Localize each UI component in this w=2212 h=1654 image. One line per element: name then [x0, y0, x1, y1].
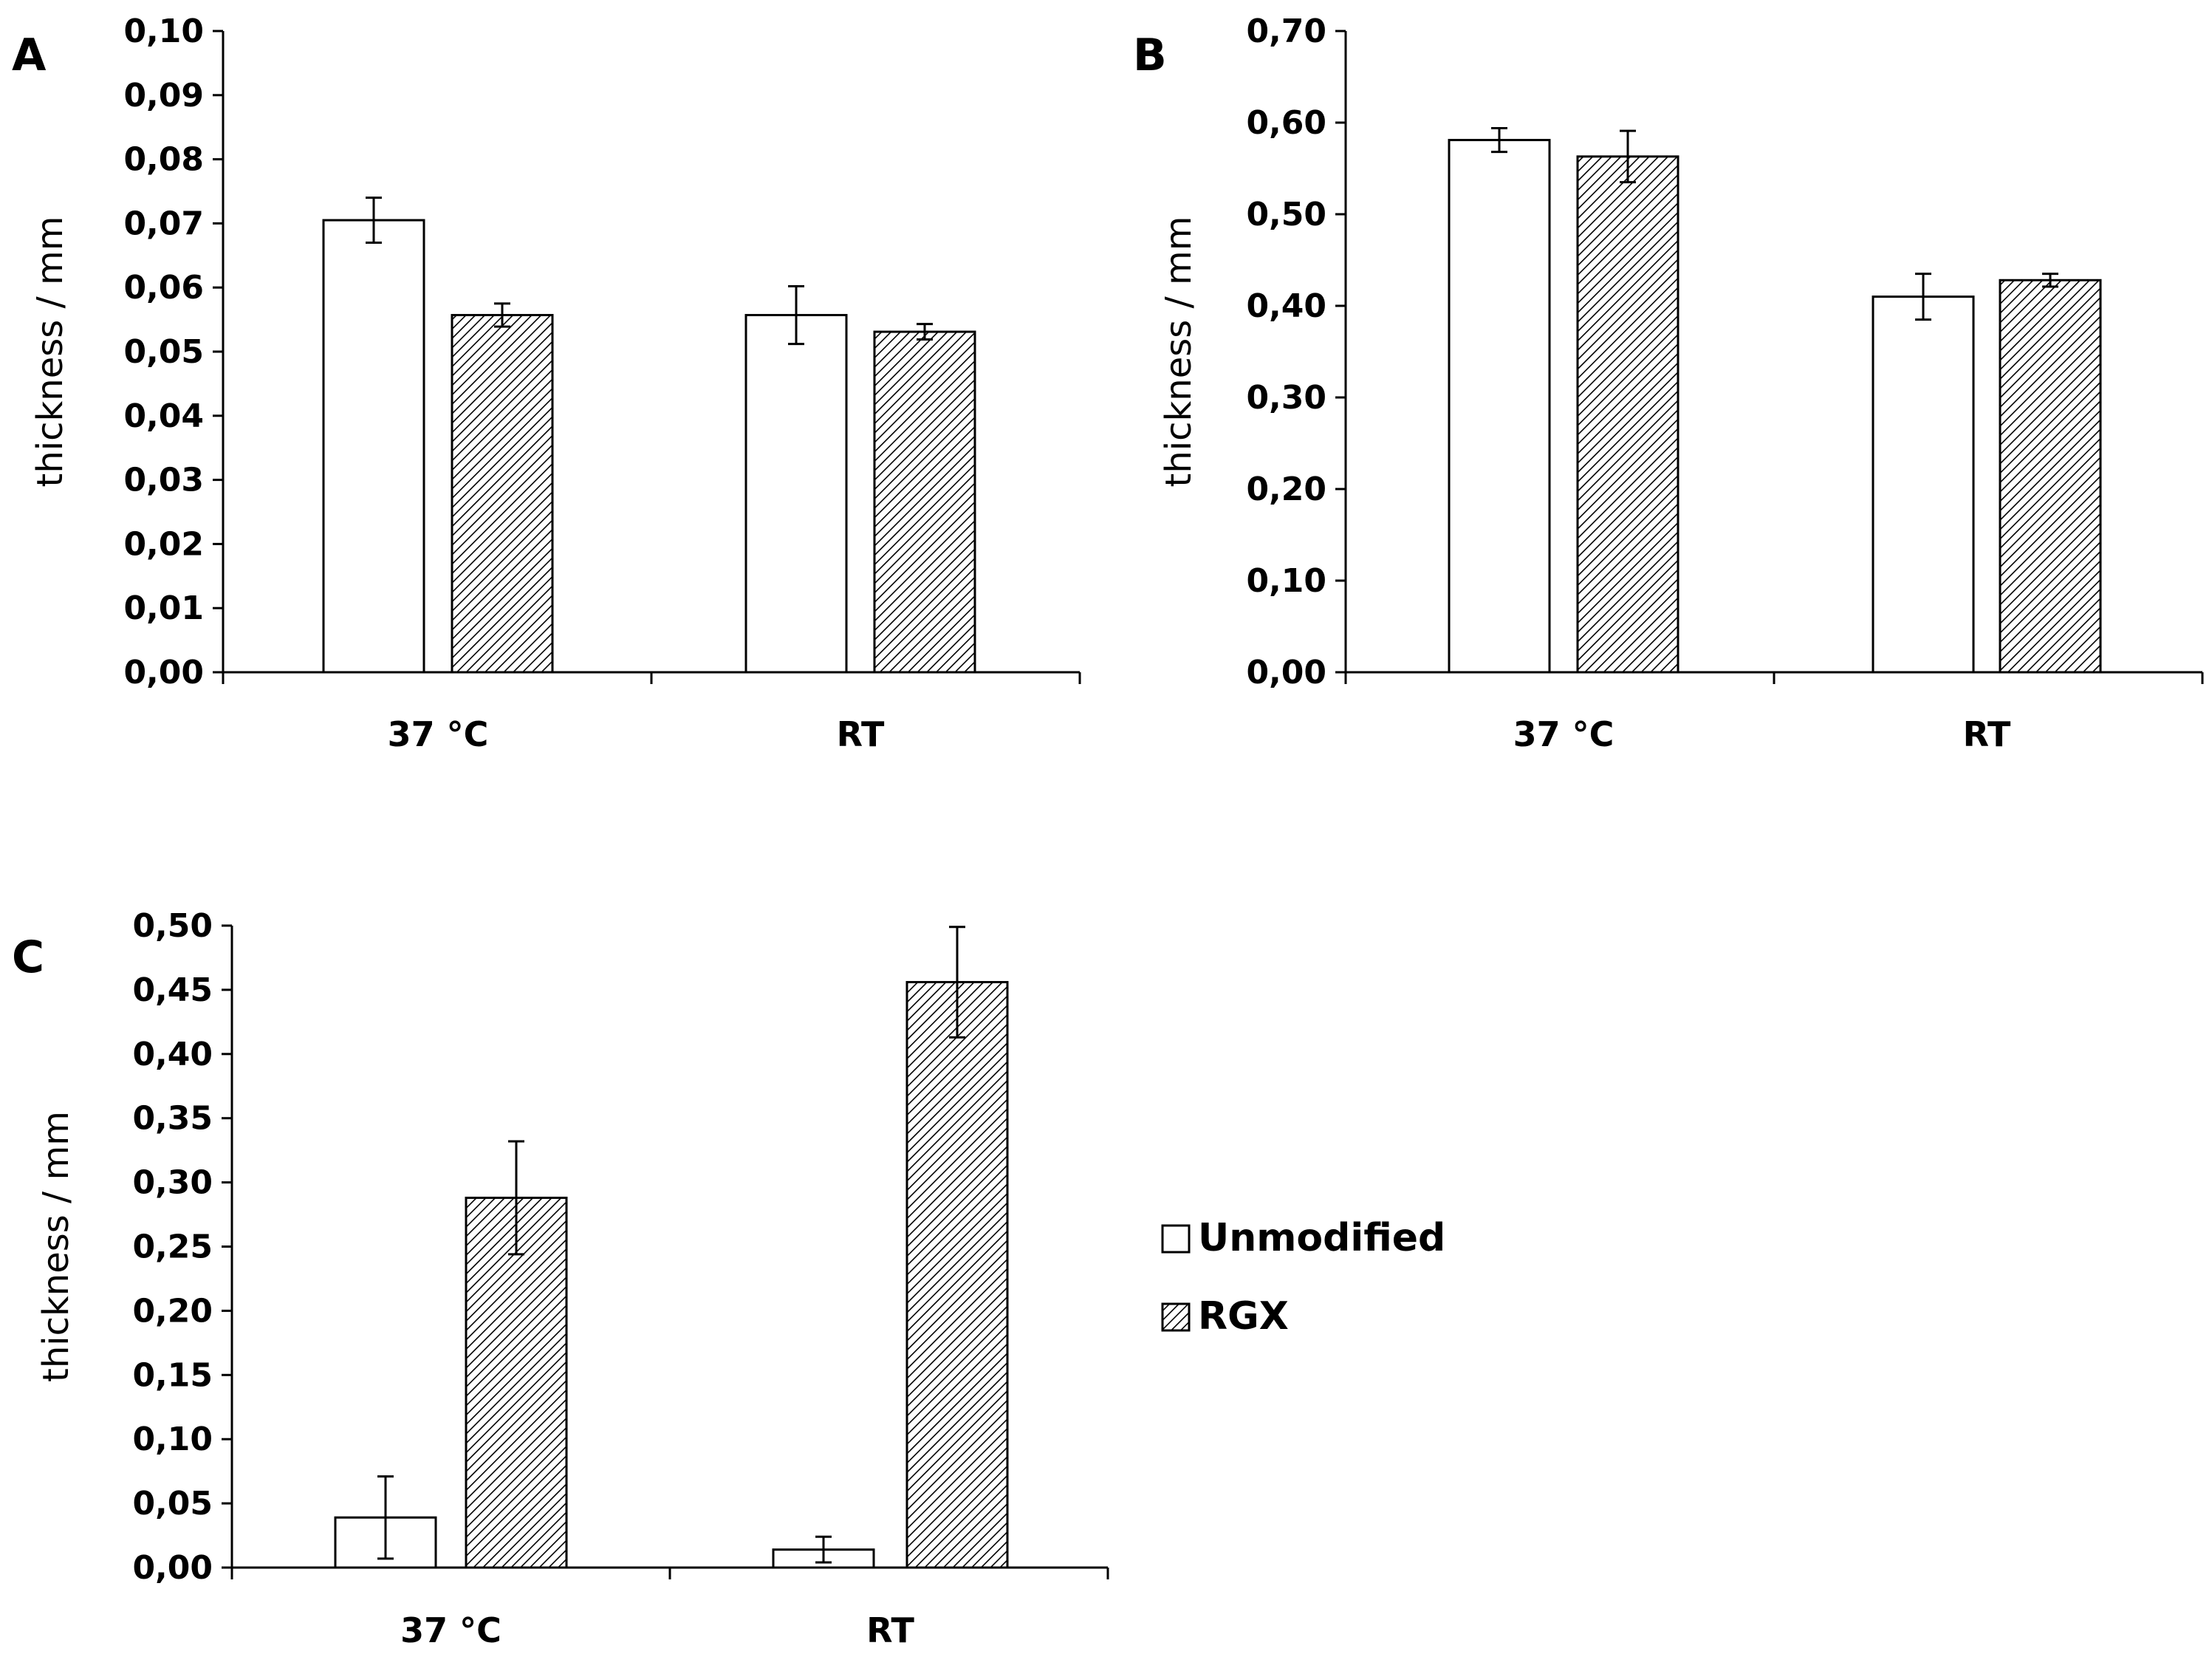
y-tick-label: 0,30 [132, 1164, 213, 1202]
legend: Unmodified RGX [1161, 1216, 1445, 1339]
y-tick-label: 0,09 [123, 77, 204, 115]
x-category-label: 37 °C [1513, 714, 1615, 754]
y-tick-label: 0,08 [123, 141, 204, 179]
y-tick-label: 0,20 [132, 1292, 213, 1330]
panel-letter: C [12, 932, 44, 983]
x-category-label: RT [837, 714, 885, 754]
y-tick-label: 0,15 [132, 1356, 213, 1394]
y-tick-label: 0,05 [132, 1485, 213, 1523]
y-tick-label: 0,00 [123, 654, 204, 691]
bar-unmodified-rt [744, 314, 848, 674]
panel-letter: A [12, 30, 47, 81]
y-axis-title: thickness / mm [30, 216, 71, 488]
y-tick-label: 0,10 [123, 13, 204, 50]
chart-panel-a: A 0,00 0,01 0,02 0,03 0,04 0,05 0,06 0,07 0,08 0,0… [12, 13, 1081, 754]
y-tick-label: 0,50 [1246, 196, 1326, 233]
bar-rgx-rt [905, 980, 1009, 1569]
y-axis-title: thickness / mm [35, 1111, 77, 1382]
chart-panel-c: C 0,00 0,05 0,10 0,15 0,20 0,25 0,30 0,35 0,40 0,4… [12, 907, 1109, 1650]
y-tick-label: 0,40 [132, 1036, 213, 1073]
x-category-label: 37 °C [388, 714, 489, 754]
x-category-label: RT [866, 1610, 914, 1650]
legend-swatch-unmodified [1161, 1224, 1191, 1254]
bar-unmodified-37c [322, 219, 425, 674]
bar-rgx-rt [1999, 278, 2102, 674]
y-tick-label: 0,70 [1246, 13, 1326, 50]
y-tick-label: 0,04 [123, 397, 204, 435]
y-tick-label: 0,10 [132, 1421, 213, 1458]
y-tick-label: 0,35 [132, 1100, 213, 1138]
y-tick-label: 0,05 [123, 333, 204, 371]
legend-swatch-rgx [1161, 1302, 1191, 1332]
bar-rgx-37c [1576, 155, 1679, 674]
panel-letter: B [1133, 30, 1167, 81]
x-category-label: 37 °C [400, 1610, 501, 1650]
x-category-label: RT [1963, 714, 2011, 754]
y-tick-label: 0,20 [1246, 471, 1326, 508]
y-tick-label: 0,03 [123, 462, 204, 499]
bar-rgx-37c [451, 314, 554, 674]
y-axis-title: thickness / mm [1158, 216, 1199, 488]
y-tick-label: 0,10 [1246, 562, 1326, 600]
y-tick-label: 0,45 [132, 971, 213, 1009]
chart-panel-b: B 0,00 0,10 0,20 0,30 0,40 0,50 0,60 0,70 37 °C RT… [1133, 13, 2204, 754]
legend-label-rgx: RGX [1198, 1294, 1289, 1339]
y-tick-label: 0,00 [1246, 654, 1326, 691]
y-tick-label: 0,06 [123, 269, 204, 307]
y-tick-label: 0,01 [123, 590, 204, 627]
y-tick-label: 0,60 [1246, 104, 1326, 142]
y-tick-label: 0,30 [1246, 379, 1326, 417]
y-tick-label: 0,00 [132, 1549, 213, 1587]
y-tick-label: 0,25 [132, 1228, 213, 1266]
bar-rgx-rt [873, 330, 976, 674]
y-tick-label: 0,50 [132, 907, 213, 945]
bar-unmodified-rt [1872, 295, 1975, 674]
bar-unmodified-37c [1448, 139, 1551, 674]
legend-label-unmodified: Unmodified [1198, 1216, 1445, 1260]
y-tick-label: 0,02 [123, 525, 204, 563]
charts-layer: A 0,00 0,01 0,02 0,03 0,04 0,05 0,06 0,07 0,08 0,0… [12, 13, 2204, 1650]
y-tick-label: 0,07 [123, 205, 204, 242]
y-tick-label: 0,40 [1246, 287, 1326, 325]
